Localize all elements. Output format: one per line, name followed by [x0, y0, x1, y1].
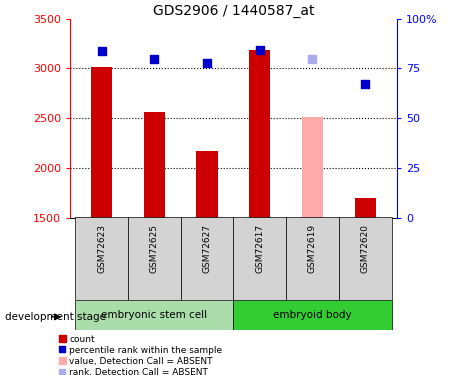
Bar	[302, 117, 323, 218]
Bar	[234, 300, 391, 330]
Point	[151, 56, 158, 62]
Text: embryoid body: embryoid body	[273, 310, 352, 320]
Title: GDS2906 / 1440587_at: GDS2906 / 1440587_at	[152, 4, 314, 18]
Point	[256, 46, 263, 53]
Text: GSM72620: GSM72620	[361, 224, 370, 273]
Point	[309, 57, 316, 63]
Bar	[354, 198, 376, 217]
Point	[362, 81, 369, 87]
Bar	[234, 217, 286, 300]
Bar	[75, 217, 128, 300]
Bar	[144, 112, 165, 218]
Legend: count, percentile rank within the sample, value, Detection Call = ABSENT, rank, : count, percentile rank within the sample…	[59, 334, 223, 375]
Bar	[286, 217, 339, 300]
Bar	[197, 151, 217, 217]
Point	[98, 48, 105, 54]
Point	[203, 60, 211, 66]
Text: embryonic stem cell: embryonic stem cell	[101, 310, 207, 320]
Bar	[75, 300, 234, 330]
Text: GSM72619: GSM72619	[308, 224, 317, 273]
Text: GSM72617: GSM72617	[255, 224, 264, 273]
Text: GSM72627: GSM72627	[202, 224, 212, 273]
Bar	[181, 217, 234, 300]
Text: GSM72623: GSM72623	[97, 224, 106, 273]
Text: development stage: development stage	[5, 312, 106, 322]
Bar	[128, 217, 181, 300]
Bar	[91, 68, 112, 218]
Text: GSM72625: GSM72625	[150, 224, 159, 273]
Bar	[249, 50, 270, 217]
Bar	[339, 217, 391, 300]
